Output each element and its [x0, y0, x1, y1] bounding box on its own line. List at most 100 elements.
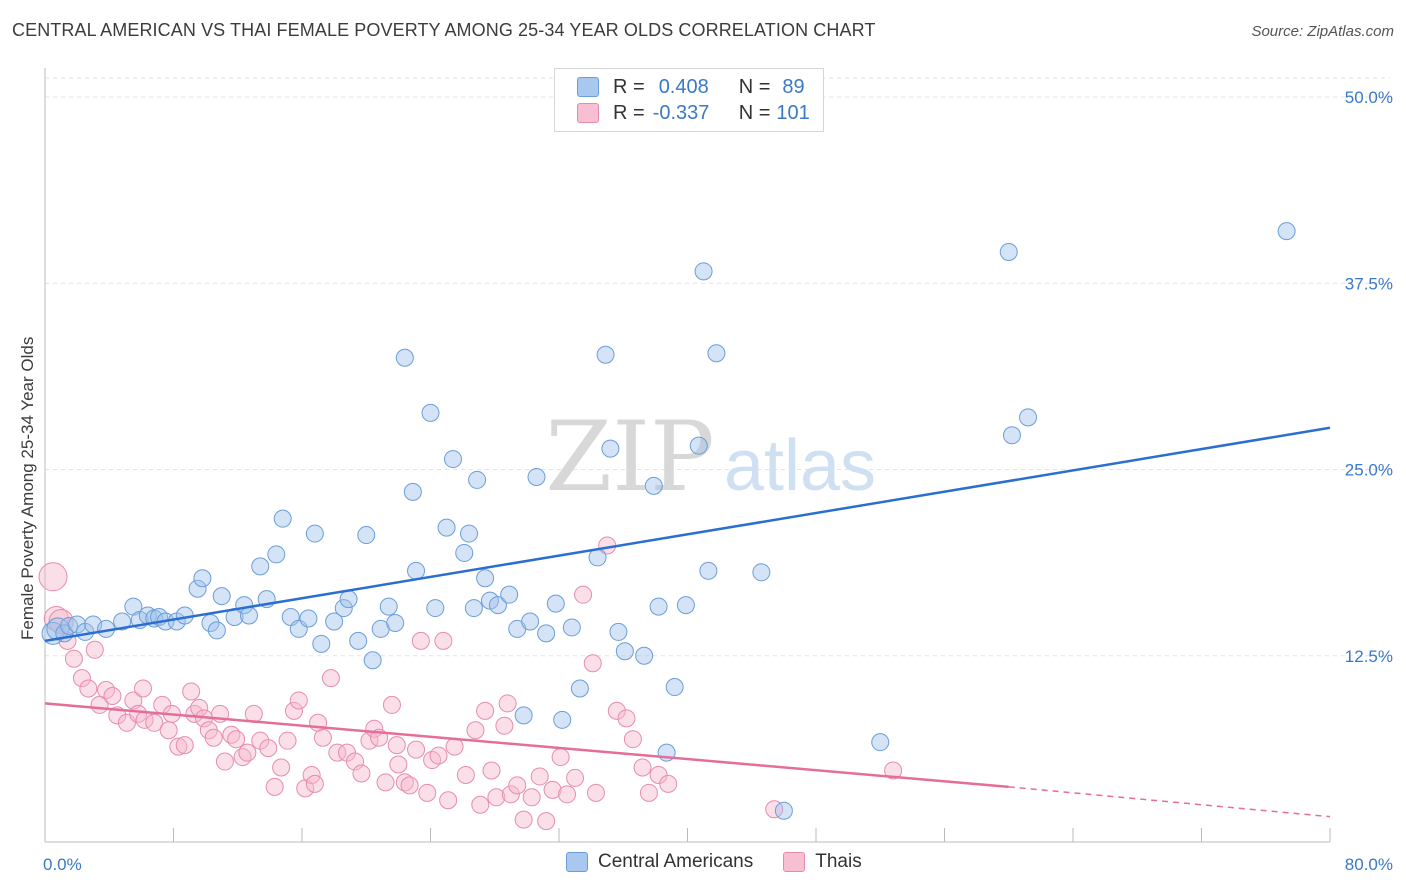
central-americans-point	[500, 585, 519, 604]
thais-point	[566, 768, 585, 787]
thais-point	[659, 774, 678, 793]
thais-point	[346, 752, 365, 771]
thais-point	[456, 765, 475, 784]
central-americans-trend-line	[44, 426, 1331, 643]
central-americans-point	[403, 482, 422, 501]
tick-labels: 12.5% 25.0% 37.5% 50.0% 0.0% 80.0%	[43, 88, 1393, 874]
chart-title: CENTRAL AMERICAN VS THAI FEMALE POVERTY …	[12, 20, 876, 40]
thais-point	[182, 682, 201, 701]
thais-point	[352, 764, 371, 783]
thais-point	[145, 713, 164, 732]
central-americans-point	[546, 594, 565, 613]
thais-point	[38, 562, 68, 592]
legend-r-key: R =	[613, 75, 645, 98]
watermark-atlas: atlas	[724, 426, 876, 506]
thais-point	[175, 736, 194, 755]
x-tick-label: 80.0%	[1345, 855, 1393, 874]
central-americans-point	[609, 622, 628, 641]
legend-label: Thais	[815, 851, 862, 872]
thais-point	[434, 631, 453, 650]
legend-item-central-americans[interactable]: Central Americans	[566, 851, 753, 873]
thais-point	[48, 608, 74, 634]
thais-point	[215, 752, 234, 771]
thais-point	[498, 694, 517, 713]
thais-point	[487, 788, 506, 807]
central-americans-point	[1002, 426, 1021, 445]
central-americans-point	[488, 596, 507, 615]
trend-lines	[44, 426, 1331, 818]
central-americans-point	[267, 545, 286, 564]
central-americans-point	[649, 597, 668, 616]
central-americans-point	[999, 242, 1018, 261]
y-tick-label: 25.0%	[1345, 461, 1393, 480]
thais-point	[471, 795, 490, 814]
central-americans-point	[615, 642, 634, 661]
thais-point	[272, 758, 291, 777]
watermark-zip: ZIP	[545, 401, 714, 513]
y-tick-label: 37.5%	[1345, 274, 1393, 293]
central-americans-point	[694, 262, 713, 281]
thais-point	[501, 785, 520, 804]
thais-point	[227, 730, 246, 749]
central-americans-point	[455, 543, 474, 562]
thais-point	[633, 758, 652, 777]
central-americans-point	[553, 710, 572, 729]
central-americans-point	[1277, 222, 1296, 241]
thais-point	[321, 669, 340, 688]
thais-point	[623, 730, 642, 749]
thais-point	[476, 701, 495, 720]
legend-swatch-blue	[566, 852, 588, 872]
central-americans-point	[407, 561, 426, 580]
central-americans-point	[707, 344, 726, 363]
thais-point	[530, 767, 549, 786]
thais-point	[495, 716, 514, 735]
thais-trend-extension	[1008, 786, 1331, 818]
thais-point	[537, 812, 556, 831]
thais-point	[418, 783, 437, 802]
central-americans-point	[562, 618, 581, 637]
central-americans-point	[464, 599, 483, 618]
central-americans-point	[752, 563, 771, 582]
thais-point	[64, 649, 83, 668]
legend-r-value: -0.337	[652, 101, 710, 124]
central-americans-point	[113, 612, 132, 631]
thais-point	[445, 737, 464, 756]
thais-point	[169, 737, 188, 756]
central-americans-point	[689, 436, 708, 455]
thais-point	[884, 761, 903, 780]
central-americans-point	[305, 524, 324, 543]
thais-point	[289, 691, 308, 710]
central-americans-point	[357, 526, 376, 545]
legend-n-value: 89	[782, 75, 805, 98]
central-americans-point	[676, 596, 695, 615]
legend-swatch-blue	[577, 77, 599, 97]
legend-row-thais: R = -0.337 N = 101	[577, 101, 810, 125]
watermark: ZIP atlas	[545, 401, 876, 513]
thais-point	[558, 785, 577, 804]
thais-point	[617, 709, 636, 728]
central-americans-point	[395, 348, 414, 367]
central-americans-point	[665, 678, 684, 697]
central-americans-point	[421, 403, 440, 422]
thais-point	[574, 585, 593, 604]
thais-point	[204, 728, 223, 747]
axis-layer	[44, 68, 1331, 843]
thais-point	[133, 679, 152, 698]
thais-point	[429, 746, 448, 765]
central-americans-point	[871, 733, 890, 752]
central-americans-point	[1019, 408, 1038, 427]
thais-point	[583, 654, 602, 673]
thais-point	[607, 701, 626, 720]
y-tick-label: 50.0%	[1345, 88, 1393, 107]
thais-point	[382, 695, 401, 714]
central-americans-point	[363, 651, 382, 670]
y-tick-label: 12.5%	[1345, 647, 1393, 666]
central-americans-point	[601, 439, 620, 458]
legend-item-thais[interactable]: Thais	[783, 851, 862, 873]
y-axis-label: Female Poverty Among 25-34 Year Olds	[18, 336, 37, 640]
thais-point	[387, 736, 406, 755]
central-americans-point	[527, 467, 546, 486]
central-americans-point	[207, 621, 226, 640]
legend-n-key: N =	[738, 75, 771, 98]
central-americans-point	[325, 612, 344, 631]
